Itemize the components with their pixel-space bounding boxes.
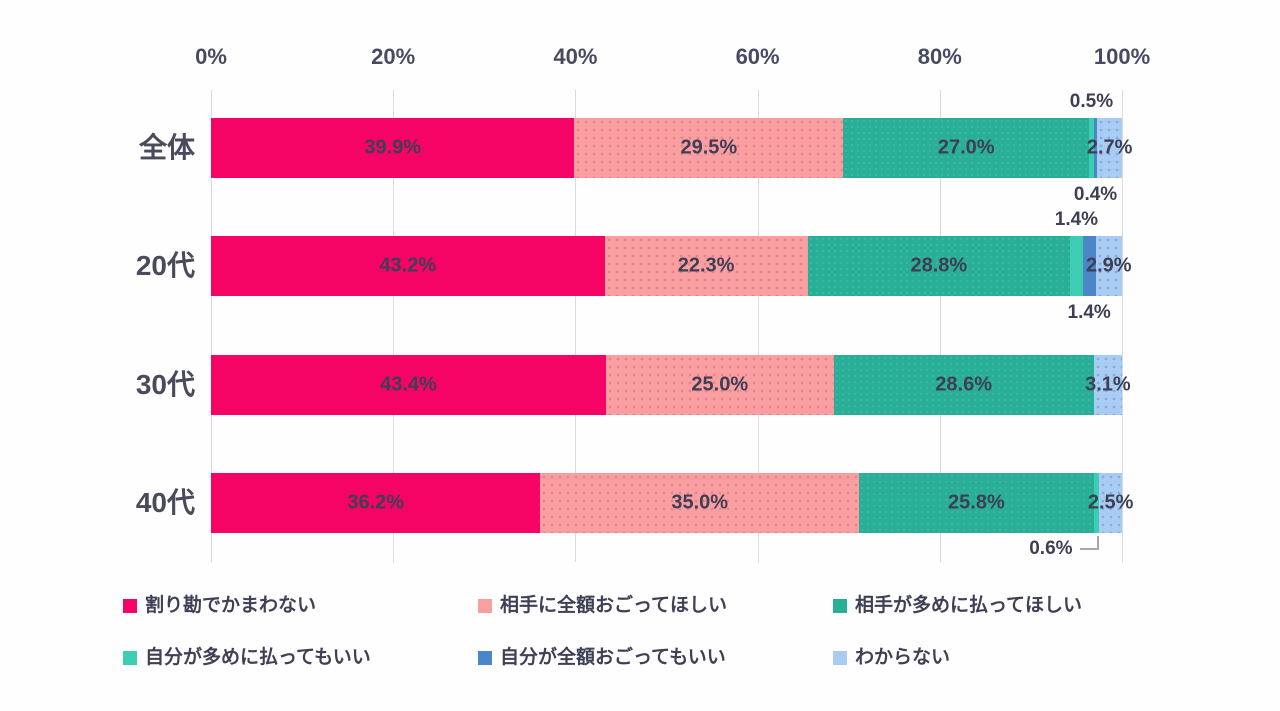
bar-segment: 35.0% <box>540 473 859 533</box>
data-label: 22.3% <box>677 254 735 277</box>
bar-segment: 2.9% <box>1086 236 1132 296</box>
bar-segment: 2.5% <box>1088 473 1133 533</box>
gridline <box>393 90 395 562</box>
gridline <box>939 90 941 562</box>
bar-row: 43.4% 25.0% 28.6% 3.1% <box>211 355 1131 415</box>
bar-segment: 25.0% <box>605 355 834 415</box>
legend-item: 自分が多めに払ってもいい <box>123 645 371 671</box>
gridline <box>211 90 212 562</box>
legend-label: 自分が全額おごってもいい <box>500 647 726 668</box>
gridline <box>1122 90 1123 562</box>
legend-swatch-icon <box>478 651 492 665</box>
legend-item: 自分が全額おごってもいい <box>478 645 726 671</box>
x-axis-tick: 0% <box>195 44 227 69</box>
data-label: 35.0% <box>671 491 729 514</box>
data-label: 29.5% <box>680 136 738 159</box>
data-label: 0.4% <box>1073 184 1118 205</box>
category-label: 30代 <box>135 369 195 400</box>
x-axis-tick: 80% <box>917 44 962 69</box>
data-label: 0.5% <box>1069 91 1114 112</box>
bar-segment: 3.1% <box>1085 355 1131 415</box>
category-label: 全体 <box>138 132 195 163</box>
legend-swatch-icon <box>123 651 137 665</box>
category-label: 20代 <box>135 250 195 281</box>
bar-segment: 43.2% <box>211 236 605 296</box>
bar-segment: 0.4% <box>1074 118 1117 205</box>
legend-swatch-icon <box>478 599 492 613</box>
x-axis-tick: 40% <box>553 44 598 69</box>
data-label: 2.9% <box>1085 254 1132 277</box>
gridline <box>575 90 577 562</box>
data-label: 25.8% <box>948 491 1005 514</box>
bar-segment: 0.5% <box>1070 91 1113 178</box>
bar-row: 39.9% 29.5% 27.0% 0.5% 0.4% 2.7% <box>211 91 1132 205</box>
data-label: 28.6% <box>935 373 993 396</box>
legend-label: 自分が多めに払ってもいい <box>145 647 371 668</box>
gridline <box>757 90 759 562</box>
legend-item: 相手が多めに払ってほしい <box>833 593 1082 619</box>
data-label: 27.0% <box>937 136 995 159</box>
data-label: 3.1% <box>1085 373 1131 396</box>
legend-item: 相手に全額おごってほしい <box>478 593 727 619</box>
data-label: 28.8% <box>910 254 968 277</box>
bar-segment: 27.0% <box>843 118 1090 178</box>
legend-swatch-icon <box>833 651 847 665</box>
category-label: 40代 <box>135 487 195 518</box>
bar-segment: 1.4% <box>1055 209 1098 296</box>
bar-segment: 29.5% <box>574 118 844 178</box>
bar-segment: 43.4% <box>211 355 606 415</box>
legend-swatch-icon <box>123 599 137 613</box>
legend-item: 割り勘でかまわない <box>123 593 316 619</box>
bar-segment: 36.2% <box>211 473 541 533</box>
bar-row: 43.2% 22.3% 28.8% 1.4% 1.4% 2.9% <box>211 209 1132 323</box>
data-label: 43.4% <box>380 373 437 396</box>
legend-label: 相手に全額おごってほしい <box>500 595 728 616</box>
data-label: 2.7% <box>1086 136 1133 159</box>
data-label: 2.5% <box>1087 491 1134 514</box>
legend-label: 割り勘でかまわない <box>145 595 317 616</box>
data-label: 43.2% <box>379 254 437 277</box>
bar-segment: 0.6% <box>1029 473 1100 559</box>
data-label: 39.9% <box>364 136 422 159</box>
data-label: 1.4% <box>1054 209 1099 230</box>
x-axis-tick: 20% <box>371 44 416 69</box>
x-axis-tick: 100% <box>1093 44 1151 69</box>
bar-segment: 1.4% <box>1068 236 1111 323</box>
leader-line <box>1079 536 1099 550</box>
x-axis-tick: 60% <box>735 44 780 69</box>
data-label: 25.0% <box>691 373 749 396</box>
data-label: 36.2% <box>347 491 405 514</box>
data-label: 0.6% <box>1029 538 1073 559</box>
bar-segment: 22.3% <box>604 236 808 296</box>
legend-swatch-icon <box>833 599 847 613</box>
legend-label: 相手が多めに払ってほしい <box>855 595 1083 616</box>
data-label: 1.4% <box>1067 302 1111 323</box>
legend-label: わからない <box>855 647 951 668</box>
bar-segment: 28.6% <box>833 355 1094 415</box>
bar-segment: 2.7% <box>1087 118 1132 178</box>
legend-item: わからない <box>833 645 950 671</box>
bar-segment: 25.8% <box>859 473 1094 533</box>
bar-segment: 39.9% <box>211 118 575 178</box>
bar-row: 36.2% 35.0% 25.8% 0.6% 2.5% <box>211 473 1133 559</box>
bar-segment: 28.8% <box>807 236 1071 296</box>
